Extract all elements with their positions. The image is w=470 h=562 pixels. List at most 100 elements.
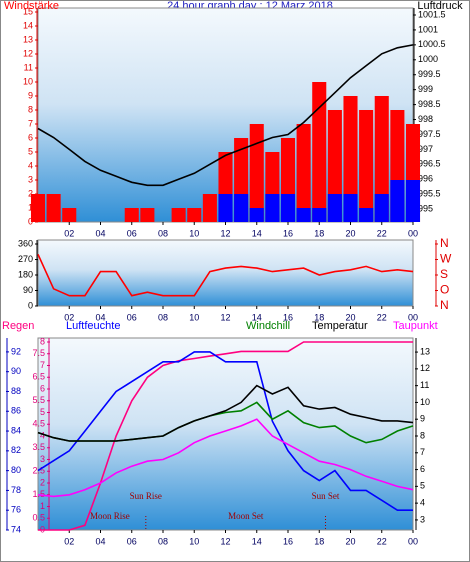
tick-label: 7 [28, 118, 33, 128]
tick-label: 1001.5 [418, 9, 446, 19]
x-tick-label: 02 [64, 536, 74, 546]
tick-label: 13 [420, 346, 430, 356]
bar [171, 208, 186, 222]
bar [343, 194, 358, 222]
bar [46, 194, 61, 222]
bar [343, 96, 358, 222]
bar [374, 96, 389, 222]
tick-label: 998.5 [418, 99, 441, 109]
tick-label: 1001 [418, 24, 438, 34]
bar [218, 194, 233, 222]
x-tick-label: 16 [283, 312, 293, 322]
series-line [37, 418, 414, 498]
tick-label: 4 [40, 430, 45, 440]
legend-label: Luftdruck [417, 0, 463, 12]
tick-label: 996.5 [418, 159, 441, 169]
tick-label: 3 [420, 514, 425, 524]
tick-label: 86 [11, 406, 21, 416]
tick-label: 7 [40, 360, 45, 370]
bar [234, 194, 249, 222]
legend-label: Windchill [246, 320, 290, 332]
x-tick-label: 12 [220, 228, 230, 238]
tick-label: 360 [18, 238, 33, 248]
x-tick-label: 02 [64, 228, 74, 238]
tick-label: 0 [28, 300, 33, 310]
tick-label: 90 [11, 366, 21, 376]
tick-label: S [440, 267, 448, 281]
annotation: Sun Set [312, 491, 340, 501]
x-tick-label: 14 [252, 228, 262, 238]
bar [312, 82, 327, 222]
tick-label: 74 [11, 524, 21, 534]
tick-label: 0 [28, 216, 33, 226]
tick-label: 1000 [418, 54, 438, 64]
tick-label: 13 [23, 34, 33, 44]
x-tick-label: 00 [408, 536, 418, 546]
tick-label: N [440, 298, 449, 312]
tick-label: 6 [28, 132, 33, 142]
x-tick-label: 12 [220, 312, 230, 322]
tick-label: 3.5 [32, 442, 45, 452]
tick-label: 3 [40, 454, 45, 464]
bar [405, 180, 421, 222]
tick-label: 5 [420, 481, 425, 491]
tick-label: 6.5 [32, 372, 45, 382]
x-tick-label: 16 [283, 228, 293, 238]
tick-label: 9 [28, 90, 33, 100]
x-tick-label: 06 [127, 312, 137, 322]
series-line [37, 253, 414, 297]
x-tick-label: 06 [127, 228, 137, 238]
series-line [37, 351, 413, 511]
annotation: Moon Set [228, 511, 264, 521]
tick-label: 88 [11, 386, 21, 396]
x-tick-label: 10 [189, 536, 199, 546]
tick-label: 5.5 [32, 395, 45, 405]
bar [265, 194, 280, 222]
tick-label: 11 [420, 380, 429, 390]
bar [124, 208, 139, 222]
x-tick-label: 18 [314, 536, 324, 546]
legend-label: Luftfeuchte [66, 320, 120, 332]
plot-area [37, 337, 414, 531]
tick-label: O [440, 283, 449, 297]
x-tick-label: 14 [252, 312, 262, 322]
x-tick-label: 02 [64, 312, 74, 322]
bar [327, 194, 342, 222]
tick-label: 1 [28, 202, 33, 212]
x-tick-label: 18 [314, 228, 324, 238]
tick-label: 5 [28, 146, 33, 156]
x-tick-label: 20 [345, 312, 355, 322]
tick-label: 998 [418, 114, 433, 124]
plot-area [37, 239, 414, 307]
bar [359, 208, 374, 222]
tick-label: 84 [11, 425, 21, 435]
tick-label: 90 [23, 285, 33, 295]
tick-label: 995 [418, 204, 433, 214]
tick-label: N [440, 236, 449, 250]
x-tick-label: 04 [95, 312, 105, 322]
tick-label: 3 [28, 174, 33, 184]
bar [140, 208, 155, 222]
x-tick-label: 12 [220, 536, 230, 546]
series-line [37, 44, 414, 187]
tick-label: 76 [11, 505, 21, 515]
tick-label: 999.5 [418, 69, 441, 79]
x-tick-label: 08 [158, 312, 168, 322]
bar [249, 208, 264, 222]
x-tick-label: 08 [158, 228, 168, 238]
tick-label: 4 [420, 498, 425, 508]
tick-label: 180 [18, 269, 33, 279]
annotation: Sun Rise [130, 491, 162, 501]
tick-label: 2 [28, 188, 33, 198]
tick-label: 4.5 [32, 419, 45, 429]
x-tick-label: 22 [377, 228, 387, 238]
tick-label: 15 [23, 6, 33, 16]
x-tick-label: 20 [345, 228, 355, 238]
bar [249, 124, 264, 222]
tick-label: 997 [418, 144, 433, 154]
tick-label: 10 [23, 76, 33, 86]
bar [390, 180, 405, 222]
x-tick-label: 18 [314, 312, 324, 322]
x-tick-label: 00 [408, 228, 418, 238]
tick-label: 7.5 [32, 348, 45, 358]
